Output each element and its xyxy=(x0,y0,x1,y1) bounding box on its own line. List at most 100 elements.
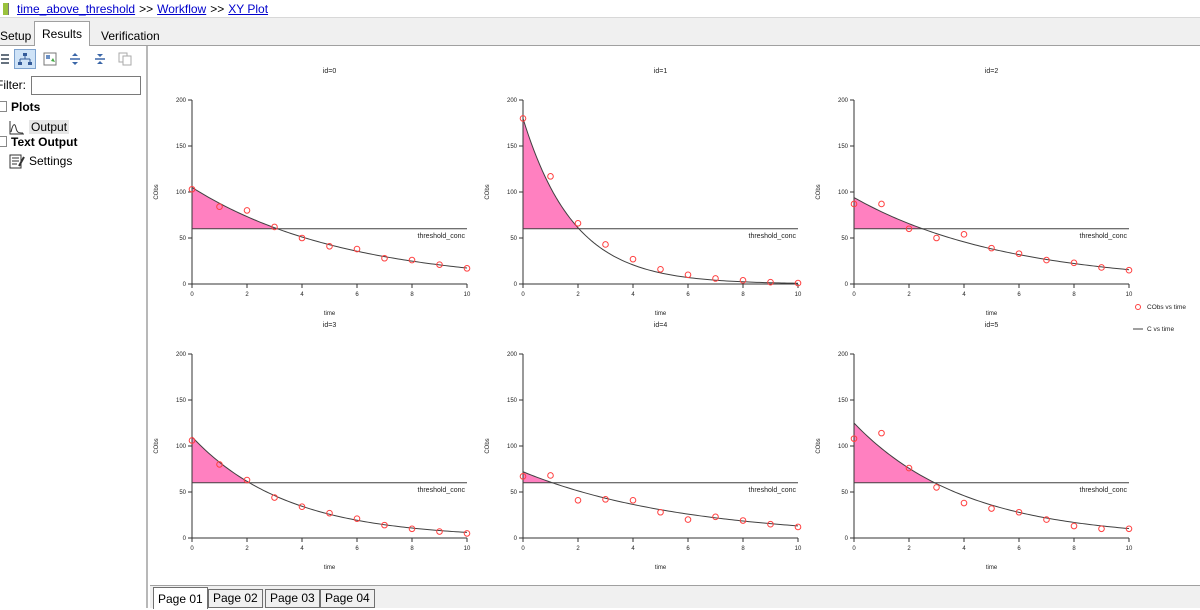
panel-title: id=0 xyxy=(323,68,337,75)
legend-marker-observed xyxy=(1135,304,1141,310)
observed-data-point xyxy=(629,255,637,263)
y-tick-label: 50 xyxy=(841,490,848,496)
time-above-threshold-area xyxy=(523,118,579,229)
collapse-all-icon xyxy=(95,54,105,64)
x-tick-label: 8 xyxy=(410,292,414,298)
x-tick-label: 8 xyxy=(1072,292,1076,298)
x-axis-label: time xyxy=(655,311,667,317)
observed-data-point xyxy=(519,473,527,480)
observed-data-point xyxy=(243,207,251,214)
observed-data-point xyxy=(271,223,278,231)
tree-item-settings[interactable]: Settings xyxy=(9,153,72,169)
x-tick-label: 0 xyxy=(852,292,856,298)
x-axis-label: time xyxy=(324,311,336,317)
observed-data-point xyxy=(712,275,719,282)
chart-legend: CObs vs time C vs time xyxy=(1133,304,1186,333)
page-tab-04[interactable]: Page 04 xyxy=(320,589,375,608)
x-tick-label: 6 xyxy=(355,546,359,552)
x-tick-label: 8 xyxy=(741,292,745,298)
x-tick-label: 2 xyxy=(245,292,249,298)
filter-input[interactable] xyxy=(31,75,141,95)
tree-node-plots[interactable]: Plots xyxy=(0,100,40,114)
observed-data-point xyxy=(684,271,692,279)
x-tick-label: 8 xyxy=(741,546,745,552)
x-tick-label: 10 xyxy=(1126,292,1133,298)
observed-data-point xyxy=(657,508,664,516)
y-axis-label: CObs xyxy=(154,184,160,199)
collapse-all-button[interactable] xyxy=(89,49,111,69)
panel-toolbar xyxy=(0,48,146,70)
breadcrumb-xyplot-link[interactable]: XY Plot xyxy=(228,1,269,16)
y-axis-label: CObs xyxy=(485,438,491,453)
x-tick-label: 10 xyxy=(795,292,802,298)
tab-setup[interactable]: Setup xyxy=(0,29,32,43)
expand-all-icon xyxy=(70,53,80,65)
page-tab-01[interactable]: Page 01 xyxy=(153,587,208,609)
x-tick-label: 0 xyxy=(190,292,194,298)
x-tick-label: 10 xyxy=(1126,546,1133,552)
observed-data-point xyxy=(657,265,664,273)
thumbnail-view-button[interactable] xyxy=(39,49,61,69)
tree-expander-icon[interactable] xyxy=(0,101,7,112)
x-tick-label: 0 xyxy=(521,292,525,298)
tab-strip: Setup Results Verification xyxy=(0,18,1200,47)
tree-item-output[interactable]: Output xyxy=(9,119,70,135)
list-view-button[interactable] xyxy=(0,49,12,69)
observed-data-point xyxy=(905,225,913,233)
tree-node-label: Text Output xyxy=(11,135,78,149)
y-tick-label: 200 xyxy=(507,98,518,104)
y-tick-label: 150 xyxy=(838,398,849,404)
y-tick-label: 0 xyxy=(183,282,187,288)
time-above-threshold-area xyxy=(192,436,250,483)
tree-view-icon xyxy=(18,53,32,65)
observed-data-point xyxy=(602,496,609,503)
legend-label: C vs time xyxy=(1147,326,1174,333)
tab-results[interactable]: Results xyxy=(34,21,91,47)
copy-button[interactable] xyxy=(114,49,136,69)
y-tick-label: 150 xyxy=(176,398,187,404)
observed-data-point xyxy=(381,254,388,262)
list-view-icon xyxy=(1,54,9,64)
x-tick-label: 10 xyxy=(464,546,471,552)
chart-panel: id=0 0 50 100 150 200 0 2 4 6 8 10 time CObs threshold… xyxy=(154,68,471,317)
tree-node-text-output[interactable]: Text Output xyxy=(0,135,77,149)
x-tick-label: 4 xyxy=(631,546,635,552)
filter-row: Filter: xyxy=(0,74,141,96)
y-tick-label: 100 xyxy=(838,190,849,196)
tree-expander-icon[interactable] xyxy=(0,136,7,147)
legend-label: CObs vs time xyxy=(1147,304,1186,311)
observed-data-point xyxy=(933,234,940,242)
y-tick-label: 200 xyxy=(507,352,518,358)
x-tick-label: 4 xyxy=(300,292,304,298)
tab-verification[interactable]: Verification xyxy=(101,29,160,43)
panel-title: id=1 xyxy=(654,68,668,75)
y-tick-label: 0 xyxy=(845,536,849,542)
observed-data-point xyxy=(216,461,223,468)
breadcrumb-workflow-link[interactable]: Workflow xyxy=(157,1,207,16)
tree-item-label: Output xyxy=(29,120,70,134)
observed-data-point xyxy=(1098,525,1105,533)
time-above-threshold-area xyxy=(854,423,935,483)
threshold-label: threshold_conc xyxy=(418,233,466,240)
observed-data-point xyxy=(1125,266,1133,274)
x-tick-label: 0 xyxy=(190,546,194,552)
tree-item-label: Settings xyxy=(29,154,73,168)
chart-panel: id=5 0 50 100 150 200 0 2 4 6 8 10 time CObs threshold… xyxy=(816,322,1133,571)
y-tick-label: 100 xyxy=(176,190,187,196)
page-tab-02[interactable]: Page 02 xyxy=(208,589,263,608)
page-tab-03[interactable]: Page 03 xyxy=(265,589,320,608)
y-tick-label: 50 xyxy=(179,490,186,496)
observed-data-point xyxy=(271,494,278,501)
observed-data-point xyxy=(574,219,582,227)
x-tick-label: 4 xyxy=(631,292,635,298)
observed-data-point xyxy=(547,173,554,180)
y-tick-label: 100 xyxy=(507,190,518,196)
breadcrumb-project-link[interactable]: time_above_threshold xyxy=(17,1,136,16)
chart-panel: id=1 0 50 100 150 200 0 2 4 6 8 10 time CObs threshold… xyxy=(485,68,802,317)
tree-view-button[interactable] xyxy=(14,49,36,69)
expand-all-button[interactable] xyxy=(64,49,86,69)
threshold-label: threshold_conc xyxy=(1080,487,1128,494)
filter-label: Filter: xyxy=(0,78,26,92)
y-tick-label: 50 xyxy=(510,236,517,242)
